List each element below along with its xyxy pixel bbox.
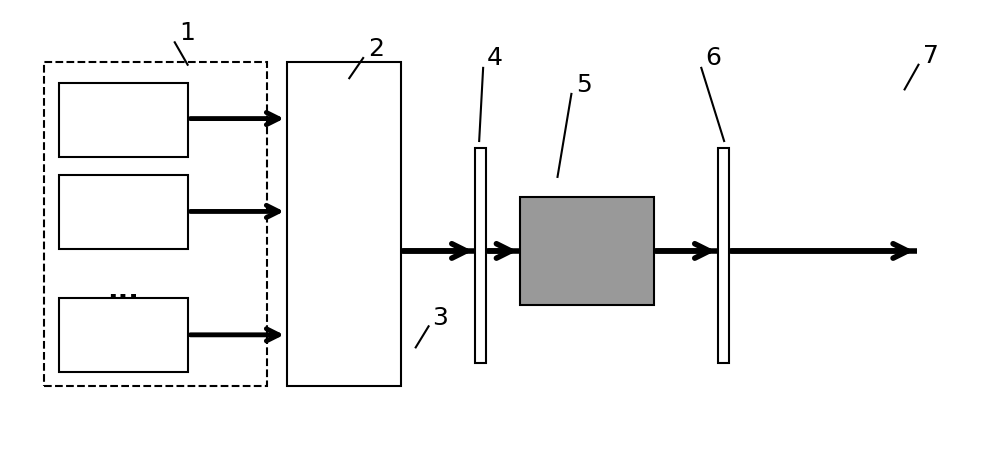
Bar bbox=[287, 63, 401, 386]
Bar bbox=[59, 298, 188, 372]
Text: 2: 2 bbox=[368, 37, 384, 61]
Bar bbox=[59, 83, 188, 157]
Bar bbox=[520, 197, 654, 305]
Bar bbox=[59, 175, 188, 249]
Text: 1: 1 bbox=[180, 21, 196, 45]
Bar bbox=[475, 148, 486, 363]
Text: ...: ... bbox=[107, 277, 139, 305]
Text: 7: 7 bbox=[923, 44, 939, 68]
Bar bbox=[718, 148, 729, 363]
Bar bbox=[44, 63, 267, 386]
Text: 5: 5 bbox=[576, 73, 592, 97]
Text: 4: 4 bbox=[487, 46, 503, 70]
Text: 3: 3 bbox=[433, 306, 448, 330]
Text: 6: 6 bbox=[705, 46, 721, 70]
